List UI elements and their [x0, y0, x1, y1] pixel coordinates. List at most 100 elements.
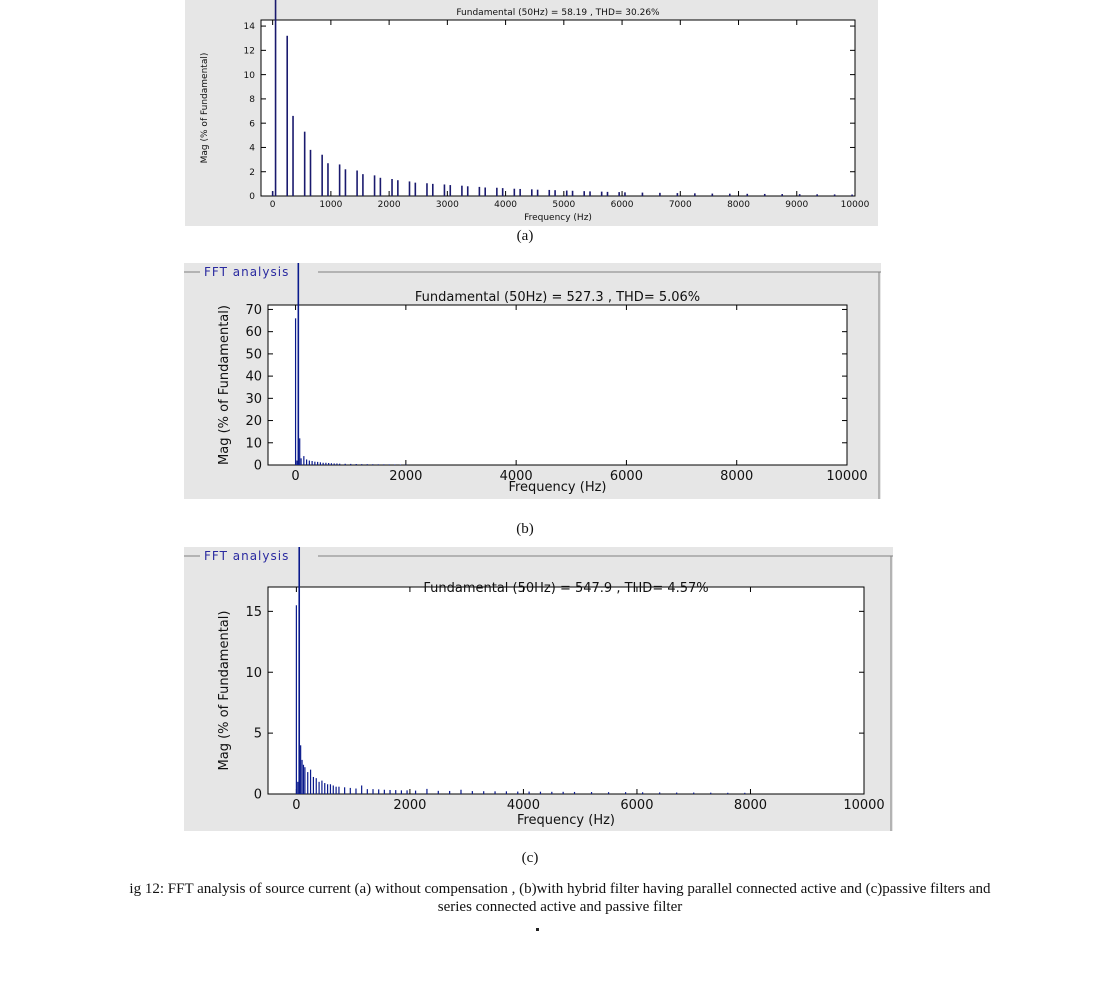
y-axis-label: Mag (% of Fundamental) — [217, 305, 232, 465]
chart-title: Fundamental (50Hz) = 527.3 , THD= 5.06% — [415, 290, 700, 305]
y-tick-label: 15 — [245, 605, 262, 620]
harmonic-bar — [366, 789, 368, 794]
harmonic-bar — [378, 789, 380, 794]
harmonic-bar — [694, 193, 696, 196]
harmonic-bar — [449, 185, 452, 196]
harmonic-bar — [565, 190, 568, 196]
harmonic-bar — [676, 193, 679, 196]
harmonic-bar — [338, 164, 341, 196]
harmonic-bar — [530, 189, 533, 196]
harmonic-bar — [321, 154, 323, 196]
harmonic-bar — [519, 188, 521, 196]
harmonic-bar — [484, 187, 487, 196]
x-tick-label: 10000 — [843, 798, 884, 813]
harmonic-bar — [355, 788, 357, 794]
x-tick-label: 2000 — [393, 798, 426, 813]
frame-title: FFT analysis — [204, 549, 289, 563]
x-tick-label: 8000 — [727, 200, 750, 210]
harmonic-bar — [548, 189, 551, 196]
harmonic-bar — [322, 462, 324, 465]
plot-area — [260, 19, 856, 197]
harmonic-bar — [307, 772, 309, 794]
harmonic-bar — [399, 464, 401, 466]
harmonic-bar — [528, 791, 530, 794]
y-tick-label: 10 — [245, 436, 262, 451]
y-tick-label: 14 — [244, 22, 256, 32]
harmonic-bar — [361, 785, 363, 794]
harmonic-bar — [449, 790, 451, 794]
harmonic-bar — [294, 318, 297, 465]
harmonic-bar — [659, 192, 661, 196]
harmonic-bar — [306, 459, 308, 465]
x-tick-label: 8000 — [720, 469, 753, 484]
y-axis-label: Mag (% of Fundamental) — [217, 611, 232, 771]
harmonic-bar — [388, 464, 390, 465]
caption-line-1: ig 12: FFT analysis of source current (a… — [129, 881, 991, 897]
stray-dot — [536, 928, 539, 931]
harmonic-bar — [394, 464, 396, 465]
harmonic-bar — [372, 789, 374, 794]
harmonic-bar — [551, 791, 553, 794]
harmonic-bar — [335, 786, 337, 794]
bar-series — [294, 318, 407, 466]
harmonic-bar — [336, 463, 338, 465]
y-tick-label: 40 — [245, 370, 262, 385]
harmonic-bar — [607, 792, 610, 794]
harmonic-bar — [317, 461, 319, 465]
harmonic-bar — [517, 791, 519, 794]
x-tick-label: 6000 — [611, 200, 634, 210]
bar-series — [295, 605, 746, 794]
x-tick-label: 0 — [291, 469, 299, 484]
harmonic-bar — [693, 792, 695, 794]
harmonic-bar — [426, 788, 428, 794]
harmonic-bar — [329, 784, 332, 794]
harmonic-bar — [339, 463, 341, 465]
harmonic-bar — [299, 438, 301, 465]
x-tick-label: 4000 — [494, 200, 517, 210]
harmonic-bar — [344, 463, 346, 465]
harmonic-bar — [377, 464, 379, 465]
harmonic-bar — [505, 791, 507, 794]
harmonic-bar — [471, 791, 473, 794]
harmonic-bar — [309, 769, 312, 794]
harmonic-bar — [400, 790, 402, 794]
harmonic-bar — [539, 791, 542, 794]
x-tick-label: 9000 — [785, 200, 808, 210]
harmonic-bar — [443, 184, 446, 196]
y-tick-label: 10 — [244, 71, 256, 81]
harmonic-bar — [798, 194, 801, 196]
x-tick-label: 0 — [292, 798, 300, 813]
harmonic-bar — [562, 791, 564, 794]
harmonic-bar — [641, 192, 644, 196]
y-tick-label: 50 — [245, 347, 262, 362]
plot-area — [267, 304, 848, 466]
harmonic-bar — [395, 790, 397, 794]
y-tick-label: 5 — [254, 727, 262, 742]
harmonic-bar — [297, 781, 299, 794]
x-tick-label: 7000 — [669, 200, 692, 210]
harmonic-bar — [405, 464, 407, 466]
harmonic-bar — [319, 462, 321, 465]
x-tick-label: 4000 — [500, 469, 533, 484]
harmonic-bar — [589, 191, 591, 196]
harmonic-bar — [625, 792, 627, 794]
y-tick-label: 0 — [249, 192, 255, 202]
harmonic-bar — [414, 182, 417, 196]
harmonic-bar — [437, 790, 439, 794]
caption-line-2: series connected active and passive filt… — [437, 899, 683, 915]
harmonic-bar — [391, 179, 393, 196]
harmonic-bar — [318, 781, 320, 794]
x-tick-label: 6000 — [610, 469, 643, 484]
y-tick-label: 12 — [244, 46, 255, 56]
harmonic-bar — [618, 192, 620, 196]
harmonic-bar — [300, 458, 302, 465]
harmonic-bar — [478, 186, 481, 196]
y-tick-label: 70 — [245, 303, 262, 318]
y-tick-label: 6 — [249, 119, 255, 129]
harmonic-bar — [600, 191, 603, 196]
x-tick-label: 8000 — [734, 798, 767, 813]
y-tick-label: 10 — [245, 666, 262, 681]
y-tick-label: 30 — [245, 392, 262, 407]
harmonic-bar — [426, 183, 428, 196]
harmonic-bar — [571, 190, 574, 196]
